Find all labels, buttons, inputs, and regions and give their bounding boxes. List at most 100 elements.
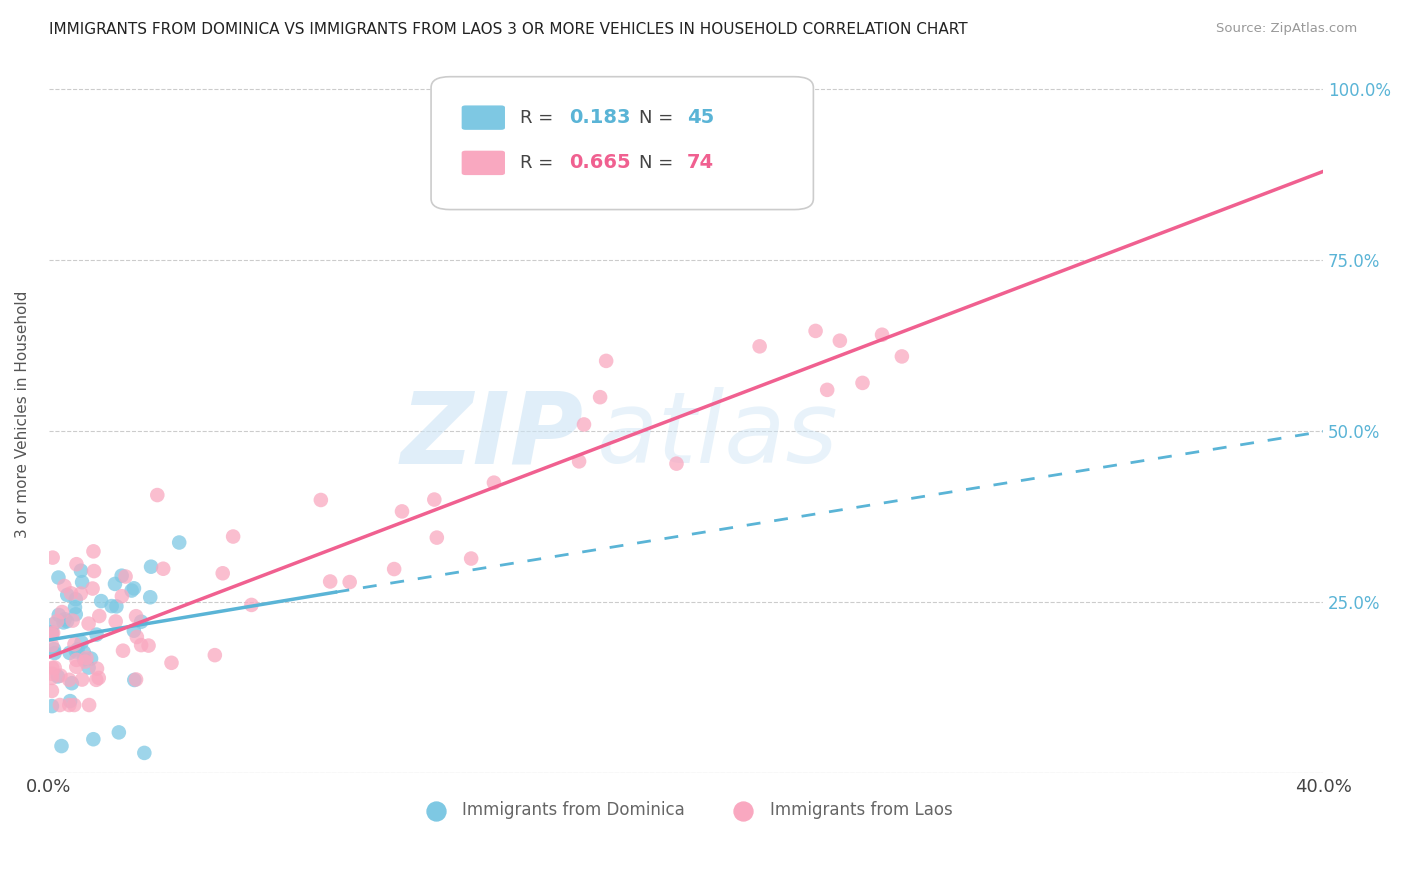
Point — [58, 698, 80, 712]
Point — [77, 660, 100, 674]
Point — [60, 586, 83, 600]
Point — [828, 334, 851, 348]
Point — [851, 376, 873, 390]
Point — [152, 562, 174, 576]
Point — [204, 648, 226, 662]
Y-axis label: 3 or more Vehicles in Household: 3 or more Vehicles in Household — [15, 291, 30, 538]
Point — [48, 570, 70, 584]
Point — [146, 488, 169, 502]
Legend: Immigrants from Dominica, Immigrants from Laos: Immigrants from Dominica, Immigrants fro… — [412, 795, 959, 826]
Point — [122, 582, 145, 596]
Point — [66, 642, 89, 657]
Point — [134, 746, 156, 760]
Point — [86, 627, 108, 641]
Point — [42, 617, 65, 632]
Point — [804, 324, 827, 338]
Point — [139, 591, 162, 605]
Point — [59, 646, 82, 660]
Point — [41, 661, 63, 675]
Point — [51, 605, 73, 619]
Point — [63, 637, 86, 651]
Point — [111, 589, 134, 603]
Point — [41, 666, 63, 681]
Text: 74: 74 — [688, 153, 714, 172]
Text: Source: ZipAtlas.com: Source: ZipAtlas.com — [1216, 22, 1357, 36]
Point — [77, 698, 100, 712]
Point — [65, 653, 87, 667]
Point — [42, 642, 65, 657]
Point — [139, 559, 162, 574]
Point — [56, 615, 79, 629]
Point — [114, 569, 136, 583]
Point — [44, 646, 66, 660]
Point — [572, 82, 595, 96]
Point — [63, 698, 86, 712]
Point — [665, 457, 688, 471]
Point — [339, 575, 361, 590]
Point — [65, 644, 87, 658]
Point — [319, 574, 342, 589]
FancyBboxPatch shape — [461, 151, 505, 175]
Point — [568, 454, 591, 468]
Point — [59, 694, 82, 708]
Point — [815, 383, 838, 397]
Point — [41, 638, 63, 652]
Point — [73, 645, 96, 659]
Point — [46, 669, 69, 683]
Point — [129, 638, 152, 652]
Point — [167, 535, 190, 549]
Point — [83, 564, 105, 578]
Point — [240, 598, 263, 612]
Point — [49, 698, 72, 712]
Text: N =: N = — [638, 109, 679, 127]
Point — [41, 627, 63, 641]
Point — [80, 651, 103, 665]
Point — [105, 599, 128, 614]
Point — [138, 639, 160, 653]
Point — [104, 615, 127, 629]
Text: atlas: atlas — [596, 387, 838, 484]
Point — [70, 673, 93, 687]
Text: N =: N = — [638, 154, 679, 172]
Text: R =: R = — [520, 109, 560, 127]
Point — [65, 607, 87, 622]
Point — [41, 684, 63, 698]
Point — [48, 607, 70, 622]
Point — [125, 609, 148, 624]
Point — [69, 586, 91, 600]
Text: R =: R = — [520, 154, 560, 172]
Point — [382, 562, 405, 576]
Point — [53, 612, 76, 626]
Text: ZIP: ZIP — [401, 387, 583, 484]
Point — [84, 673, 107, 687]
Point — [65, 659, 87, 673]
Point — [125, 673, 148, 687]
Point — [75, 650, 97, 665]
Point — [222, 529, 245, 543]
Point — [53, 579, 76, 593]
Point — [41, 699, 63, 714]
Point — [70, 575, 93, 590]
Point — [58, 673, 80, 687]
Point — [748, 339, 770, 353]
Point — [82, 732, 104, 747]
Point — [60, 676, 83, 690]
Point — [482, 475, 505, 490]
Point — [70, 635, 93, 649]
Point — [589, 390, 612, 404]
Point — [63, 600, 86, 615]
Text: 45: 45 — [688, 108, 714, 128]
Point — [77, 616, 100, 631]
Point — [51, 739, 73, 753]
Point — [41, 671, 63, 685]
Point — [104, 577, 127, 591]
Point — [52, 615, 75, 630]
Point — [87, 671, 110, 685]
Point — [111, 568, 134, 582]
Point — [70, 564, 93, 578]
Point — [121, 583, 143, 598]
Point — [391, 504, 413, 518]
Point — [73, 652, 96, 666]
Point — [41, 550, 63, 565]
Point — [46, 614, 69, 628]
